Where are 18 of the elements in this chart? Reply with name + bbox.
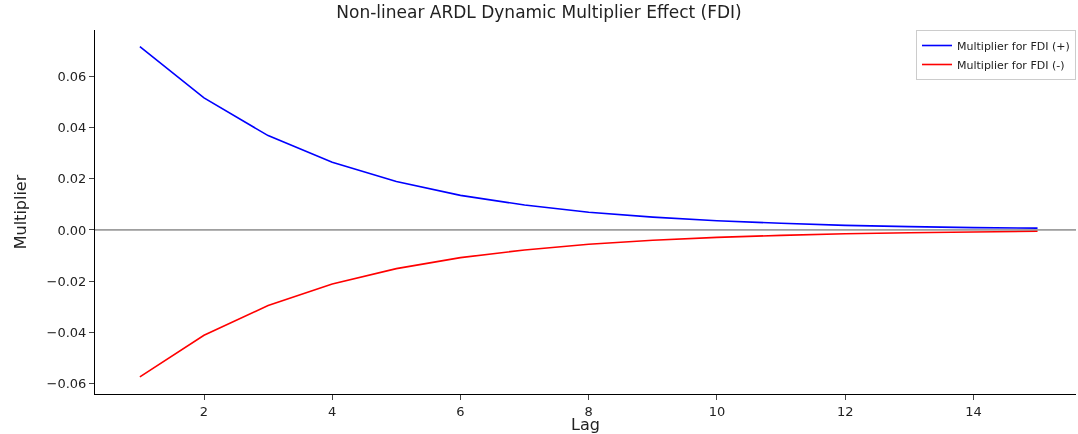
x-tick-label: 10 bbox=[708, 403, 726, 419]
y-tick-label: 0.04 bbox=[57, 119, 87, 135]
y-axis-title: Multiplier bbox=[11, 174, 31, 250]
line-series bbox=[139, 230, 1039, 378]
x-tick-label: 2 bbox=[199, 403, 209, 419]
x-tick-label: 14 bbox=[965, 403, 982, 419]
y-tick-label: −0.04 bbox=[46, 325, 87, 341]
y-tick-label: −0.06 bbox=[46, 376, 87, 392]
y-tick-label: 0.02 bbox=[57, 171, 87, 187]
y-tick-label: 0.00 bbox=[57, 222, 87, 238]
legend-label: Multiplier for FDI (+) bbox=[957, 39, 1070, 53]
x-tick-label: 12 bbox=[836, 403, 854, 419]
y-tick-label: −0.02 bbox=[46, 273, 87, 289]
x-tick-label: 6 bbox=[456, 403, 465, 419]
x-tick-label: 4 bbox=[328, 403, 337, 419]
y-tick-label: 0.06 bbox=[57, 68, 87, 84]
legend-label: Multiplier for FDI (-) bbox=[957, 58, 1065, 72]
chart-title: Non-linear ARDL Dynamic Multiplier Effect (FDI) bbox=[336, 2, 742, 23]
